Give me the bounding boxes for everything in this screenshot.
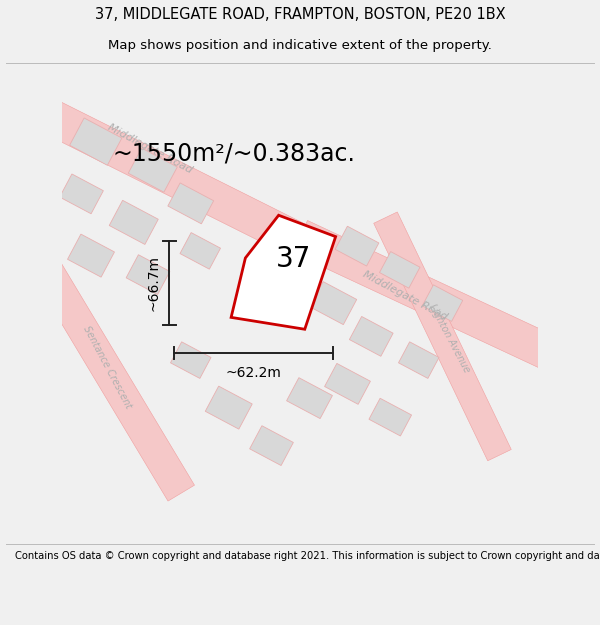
Text: 37, MIDDLEGATE ROAD, FRAMPTON, BOSTON, PE20 1BX: 37, MIDDLEGATE ROAD, FRAMPTON, BOSTON, P… (95, 7, 505, 22)
Text: Sentance Crescent: Sentance Crescent (82, 324, 134, 410)
Polygon shape (422, 285, 463, 321)
Polygon shape (109, 201, 158, 244)
Polygon shape (287, 378, 332, 419)
Polygon shape (369, 398, 412, 436)
Polygon shape (70, 118, 122, 165)
Polygon shape (374, 212, 511, 461)
Polygon shape (180, 232, 221, 269)
Polygon shape (126, 255, 170, 294)
Polygon shape (168, 183, 214, 224)
Polygon shape (349, 316, 393, 356)
Polygon shape (231, 215, 335, 329)
Polygon shape (205, 386, 252, 429)
Polygon shape (310, 282, 357, 324)
Text: Middlegate Road: Middlegate Road (361, 269, 448, 322)
Polygon shape (26, 248, 194, 501)
Polygon shape (379, 252, 420, 288)
Polygon shape (335, 226, 379, 266)
Text: Contains OS data © Crown copyright and database right 2021. This information is : Contains OS data © Crown copyright and d… (15, 551, 600, 561)
Polygon shape (398, 342, 439, 378)
Polygon shape (68, 234, 115, 277)
Text: ~66.7m: ~66.7m (147, 255, 161, 311)
Text: Lighton Avenue: Lighton Avenue (427, 302, 472, 375)
Polygon shape (7, 83, 317, 262)
Text: Middlegate Road: Middlegate Road (106, 122, 194, 175)
Text: ~62.2m: ~62.2m (226, 366, 281, 380)
Text: 37: 37 (275, 246, 311, 273)
Polygon shape (170, 342, 211, 378)
Polygon shape (325, 363, 370, 404)
Text: Map shows position and indicative extent of the property.: Map shows position and indicative extent… (108, 39, 492, 52)
Polygon shape (128, 148, 177, 192)
Polygon shape (250, 426, 293, 466)
Polygon shape (59, 174, 103, 214)
Polygon shape (292, 221, 593, 386)
Text: ~1550m²/~0.383ac.: ~1550m²/~0.383ac. (112, 141, 355, 166)
